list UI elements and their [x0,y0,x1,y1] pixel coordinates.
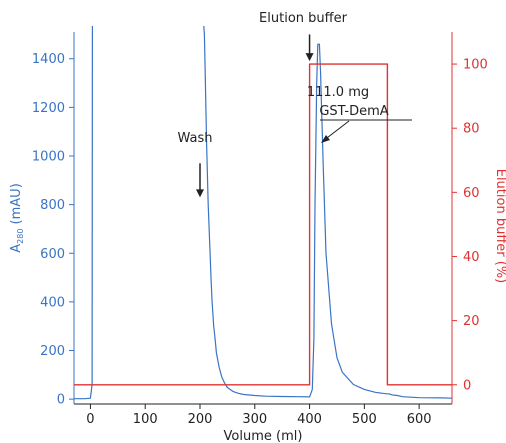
left-axis-label: A280 (mAU) [9,183,25,253]
y-left-tick-label: 1200 [32,101,65,116]
annotation-yield-amount: 111.0 mg [307,85,369,100]
x-ticks-group: 0 100 200 300 400 500 600 [86,404,432,427]
annotation-wash: Wash [177,131,212,146]
annotation-elution-arrowhead [305,53,314,62]
annotation-yield-protein: GST-DemA [319,104,388,119]
left-axis-label-rest: (mAU) [9,183,24,228]
series-group [74,26,452,400]
y-left-ticks-group: 0 200 400 600 800 1000 1200 1400 [32,52,74,408]
y-left-tick-label: 1400 [32,52,65,67]
y-left-tick-label: 600 [40,247,65,262]
x-axis-label: Volume (ml) [224,429,303,443]
y-right-tick-label: 0 [463,378,471,393]
y-right-tick-label: 20 [463,314,480,329]
x-tick-label: 100 [133,412,158,427]
y-right-ticks-group: 0 20 40 60 80 100 [452,58,488,393]
annotation-wash-arrowhead [196,189,204,198]
right-axis-label: Elution buffer (%) [493,169,506,284]
y-left-tick-label: 0 [57,393,65,408]
annotations-group: Elution buffer Wash 111.0 mg GST-DemA [177,11,412,198]
y-left-tick-label: 200 [40,344,65,359]
y-right-tick-label: 100 [463,58,488,73]
y-right-tick-label: 80 [463,122,480,137]
x-tick-label: 500 [352,412,377,427]
y-right-tick-label: 40 [463,250,480,265]
left-axis-label-sub: 280 [16,229,25,244]
x-tick-label: 300 [242,412,267,427]
series-a280-line [74,26,452,400]
y-left-tick-label: 800 [40,198,65,213]
x-tick-label: 400 [297,412,322,427]
x-tick-label: 0 [86,412,94,427]
y-left-tick-label: 400 [40,295,65,310]
y-right-tick-label: 60 [463,186,480,201]
x-tick-label: 200 [188,412,213,427]
annotation-elution-buffer: Elution buffer [259,11,348,26]
annotation-yield-arrowhead [321,135,330,143]
series-elution-buffer-line [74,63,452,386]
axes-group [73,32,453,405]
left-axis-label-main: A [9,244,24,253]
y-left-tick-label: 1000 [32,150,65,165]
x-tick-label: 600 [407,412,432,427]
